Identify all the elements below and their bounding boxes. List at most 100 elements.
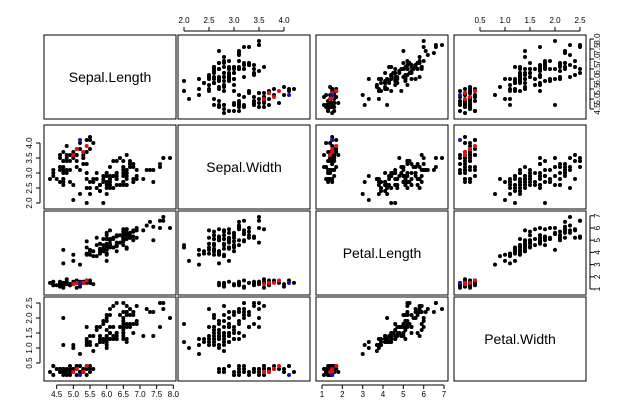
tick-label: 2.0: [25, 197, 34, 209]
data-point: [51, 364, 56, 368]
data-point: [257, 91, 261, 95]
data-point: [104, 334, 109, 338]
data-point: [168, 316, 172, 320]
data-point: [71, 367, 76, 371]
data-point: [528, 233, 532, 238]
data-point: [237, 93, 241, 97]
data-point: [393, 201, 398, 205]
data-point: [121, 337, 126, 341]
data-point: [104, 316, 109, 320]
data-point: [433, 165, 438, 169]
data-point: [61, 171, 66, 175]
data-point: [237, 373, 241, 377]
data-point: [74, 373, 79, 377]
data-point: [336, 370, 341, 374]
data-point: [131, 238, 136, 243]
data-point: [84, 325, 89, 329]
panel-frame: [177, 124, 311, 210]
data-point: [212, 325, 216, 329]
data-point: [513, 77, 517, 81]
data-point: [81, 280, 86, 285]
data-point: [330, 93, 335, 97]
data-point: [458, 93, 462, 97]
data-point: [71, 153, 76, 157]
data-point: [64, 367, 69, 371]
data-point: [468, 141, 472, 145]
data-point: [568, 228, 572, 233]
diagonal-label: Sepal.Length: [69, 69, 152, 85]
data-point: [425, 53, 430, 57]
data-point: [389, 186, 394, 190]
data-point: [389, 73, 394, 77]
data-point: [257, 97, 261, 101]
data-point: [543, 174, 547, 178]
data-point: [61, 367, 66, 371]
data-point: [207, 334, 211, 338]
data-point: [277, 364, 281, 368]
data-point: [473, 109, 477, 113]
data-point: [563, 165, 567, 169]
data-point: [207, 89, 211, 93]
data-point: [101, 337, 106, 341]
data-point: [104, 174, 109, 178]
data-point: [212, 331, 216, 335]
panel-Petal.Length-vs-Sepal.Length: [43, 210, 177, 296]
data-point: [108, 183, 112, 187]
data-point: [252, 301, 256, 305]
data-point: [360, 352, 365, 356]
data-point: [124, 237, 129, 241]
data-point: [518, 252, 522, 257]
data-point: [267, 103, 271, 107]
data-point: [292, 87, 296, 91]
tick-label: 2.5: [203, 16, 215, 25]
data-point: [227, 364, 231, 368]
data-point: [415, 331, 420, 335]
data-point: [330, 105, 335, 109]
data-point: [421, 45, 426, 49]
data-point: [262, 91, 266, 95]
data-point: [563, 174, 567, 178]
data-point: [88, 280, 92, 285]
data-point: [573, 228, 577, 233]
data-point: [148, 310, 152, 314]
data-point: [417, 334, 422, 338]
data-point: [328, 153, 333, 157]
data-point: [237, 337, 241, 341]
data-point: [242, 367, 246, 371]
data-point: [227, 310, 231, 314]
data-point: [58, 165, 62, 169]
data-point: [88, 138, 92, 142]
data-point: [207, 235, 211, 240]
data-point: [518, 177, 522, 181]
data-point: [409, 177, 414, 181]
data-point: [538, 156, 542, 160]
data-point: [415, 67, 420, 71]
data-point: [262, 97, 266, 101]
data-point: [84, 144, 89, 148]
data-point: [468, 156, 472, 160]
data-point: [51, 174, 56, 178]
data-point: [94, 186, 99, 190]
data-point: [64, 153, 69, 157]
data-point: [538, 241, 542, 246]
data-point: [101, 237, 106, 241]
data-point: [232, 373, 236, 377]
data-point: [538, 186, 542, 190]
data-point: [528, 183, 532, 187]
data-point: [558, 235, 562, 240]
tick-label: 6: [421, 390, 426, 399]
data-point: [202, 249, 206, 254]
data-point: [84, 337, 89, 341]
data-point: [366, 340, 371, 344]
data-point: [468, 165, 472, 169]
data-point: [237, 331, 241, 335]
data-point: [104, 251, 109, 256]
data-point: [568, 43, 572, 47]
data-point: [403, 328, 408, 332]
data-point: [121, 168, 126, 172]
data-point: [415, 162, 420, 166]
data-point: [257, 301, 261, 305]
panel-frame: [177, 34, 311, 120]
data-point: [326, 109, 331, 113]
data-point: [322, 165, 326, 169]
